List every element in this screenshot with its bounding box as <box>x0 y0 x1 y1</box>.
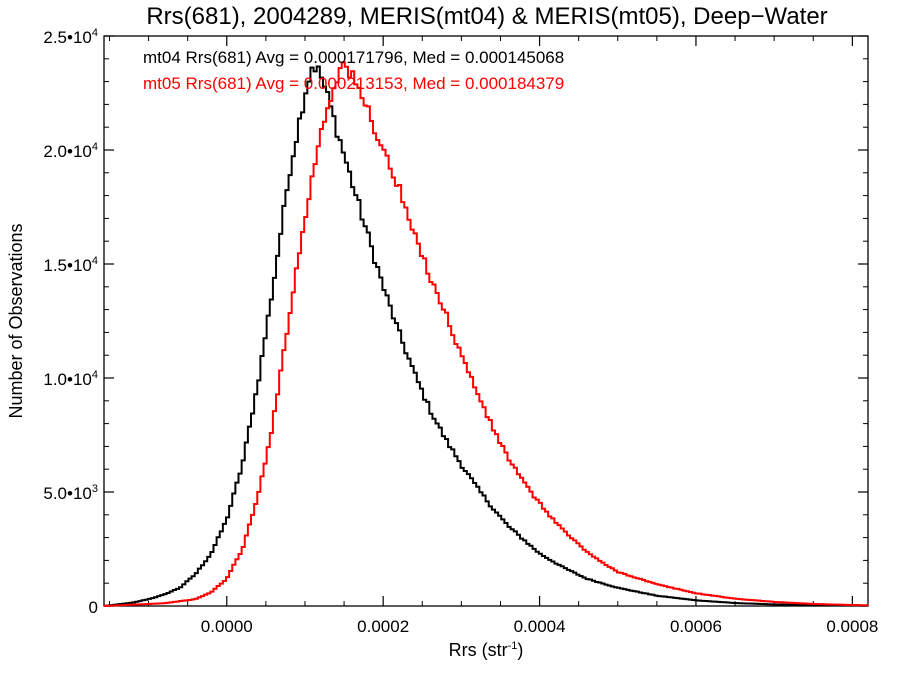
y-tick-label-mantissa: 1.5•10 <box>43 256 92 275</box>
y-tick-label-exponent: 3 <box>92 483 98 495</box>
y-tick-label: 2.0•104 <box>43 141 98 161</box>
series-layer <box>104 61 869 607</box>
x-axis-label: Rrs (str-1) <box>449 640 524 660</box>
x-tick-label: 0.0000 <box>201 617 253 636</box>
y-tick-label-mantissa: 5.0•10 <box>43 484 92 503</box>
y-tick-label-mantissa: 1.0•10 <box>43 370 92 389</box>
x-tick-label: 0.0002 <box>357 617 409 636</box>
x-tick-label: 0.0004 <box>514 617 566 636</box>
y-tick-label-exponent: 4 <box>92 141 98 153</box>
series-mt04-stats: mt04 Rrs(681) Avg = 0.000171796, Med = 0… <box>143 48 564 67</box>
plot-area <box>103 35 869 607</box>
y-tick-label: 0 <box>89 598 98 617</box>
x-axis-ticks: 0.0000 0.0002 0.0004 0.0006 0.0008 <box>108 36 878 636</box>
series-mt04-histogram <box>104 65 869 607</box>
chart-title: Rrs(681), 2004289, MERIS(mt04) & MERIS(m… <box>146 3 827 30</box>
y-tick-label-exponent: 4 <box>92 27 98 39</box>
y-tick-label-mantissa: 2.5•10 <box>43 28 92 47</box>
series-mt05-histogram <box>104 61 869 607</box>
y-axis-label: Number of Observations <box>6 223 26 418</box>
x-axis-label-main: Rrs (str <box>449 640 508 660</box>
y-tick-label: 1.0•104 <box>43 369 98 389</box>
plot-frame <box>103 35 869 607</box>
x-axis-label-superscript: -1 <box>508 640 518 652</box>
y-tick-label: 5.0•103 <box>43 483 98 503</box>
y-tick-label-mantissa: 0 <box>89 598 98 617</box>
y-tick-label-mantissa: 2.0•10 <box>43 142 92 161</box>
y-tick-label-exponent: 4 <box>92 255 98 267</box>
x-tick-label: 0.0006 <box>670 617 722 636</box>
series-mt05-stats: mt05 Rrs(681) Avg = 0.000213153, Med = 0… <box>143 74 564 93</box>
y-tick-label-exponent: 4 <box>92 369 98 381</box>
stats-annotations: mt04 Rrs(681) Avg = 0.000171796, Med = 0… <box>143 48 564 93</box>
y-tick-label: 1.5•104 <box>43 255 98 275</box>
x-tick-label: 0.0008 <box>826 617 878 636</box>
x-axis-label-close: ) <box>517 640 523 660</box>
y-tick-label: 2.5•104 <box>43 27 98 47</box>
